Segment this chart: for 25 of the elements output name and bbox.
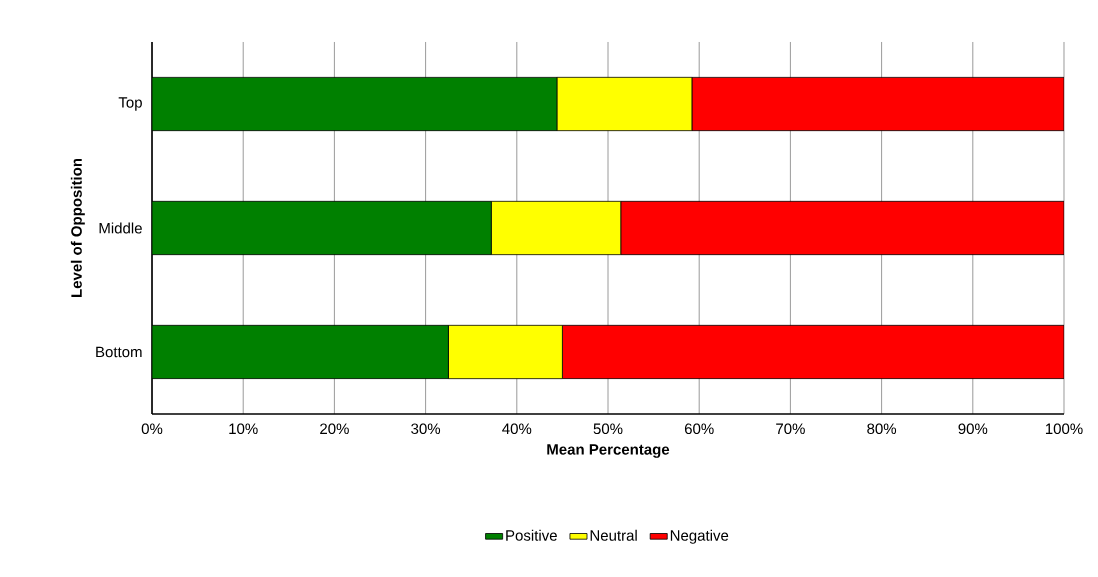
bar (152, 76, 558, 132)
bar (691, 76, 1064, 132)
legend-label: Negative (670, 529, 729, 544)
x-tick-label: 90% (958, 423, 988, 435)
y-tick-label: Middle (99, 222, 142, 234)
x-axis-title: Mean Percentage (547, 444, 670, 458)
y-tick-label: Top (118, 97, 142, 111)
x-tick-label: 50% (593, 423, 623, 435)
x-tick-label: 30% (411, 423, 441, 435)
bar (152, 200, 492, 256)
y-tick-label: Bottom (96, 346, 142, 358)
x-tick-label: 0% (141, 423, 163, 435)
x-tick-label: 80% (867, 423, 897, 435)
legend-label: Positive (506, 529, 557, 541)
bar (620, 200, 1064, 256)
bar (562, 324, 1064, 380)
x-tick-label: 70% (776, 423, 805, 435)
bar (152, 324, 449, 380)
y-axis-title: Level of Opposition (70, 158, 85, 297)
x-tick-label: 60% (684, 423, 714, 435)
x-tick-label: 10% (229, 423, 258, 435)
legend-label: Neutral (590, 529, 637, 541)
x-tick-label: 20% (320, 423, 349, 435)
x-tick-label: 40% (502, 423, 532, 435)
x-tick-label: 100% (1045, 423, 1083, 435)
